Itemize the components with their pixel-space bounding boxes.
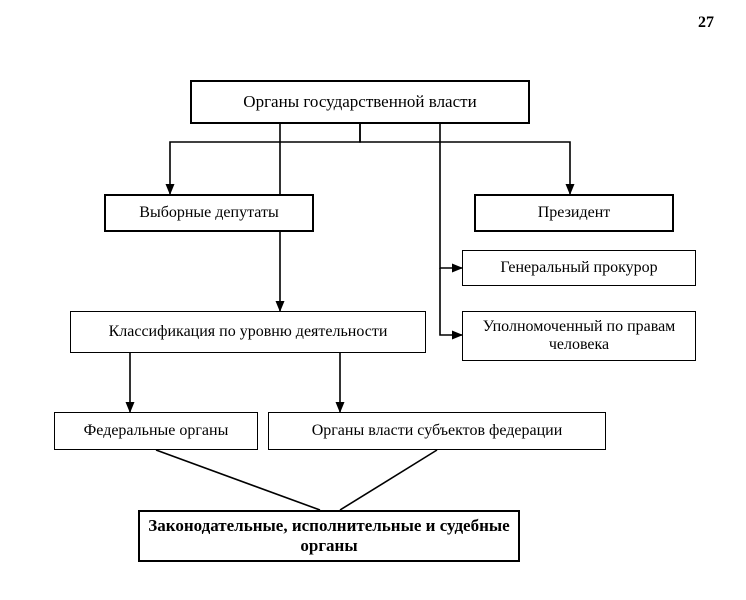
node-root: Органы государственной власти: [190, 80, 530, 124]
node-federal: Федеральные органы: [54, 412, 258, 450]
node-classif: Классификация по уровню деятельности: [70, 311, 426, 353]
edge-4: [440, 268, 462, 335]
node-deputies: Выборные депутаты: [104, 194, 314, 232]
node-branches: Законодательные, исполнительные и судебн…: [138, 510, 520, 562]
edge-3: [440, 124, 462, 268]
page-number: 27: [698, 14, 714, 32]
diagram-canvas: 27 Органы государственной власти Выборные…: [0, 0, 746, 600]
node-subjects: Органы власти субъектов федерации: [268, 412, 606, 450]
node-president: Президент: [474, 194, 674, 232]
edge-7: [156, 450, 320, 510]
node-ombudsman: Уполномоченный по правам человека: [462, 311, 696, 361]
edge-1: [360, 124, 570, 194]
edge-8: [340, 450, 437, 510]
node-prosecutor: Генеральный прокурор: [462, 250, 696, 286]
edge-0: [170, 124, 360, 194]
